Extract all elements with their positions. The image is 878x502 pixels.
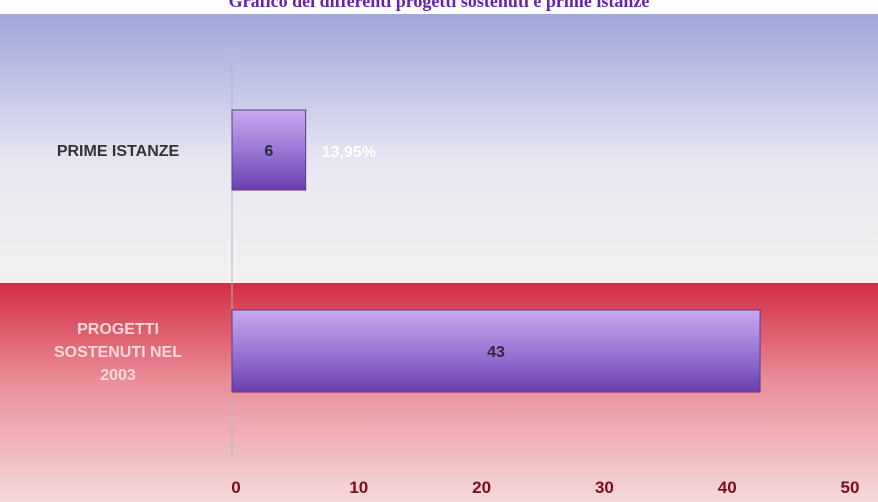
x-tick-label: 30 [595,478,614,497]
category-label-line: 2003 [100,367,136,384]
category-label-line: PRIME ISTANZE [57,143,180,160]
category-label-line: PROGETTI [77,321,159,338]
x-tick-label: 0 [231,478,240,497]
x-tick-label: 50 [841,478,860,497]
x-tick-label: 10 [349,478,368,497]
bar-percentage-annotation: 13,95% [322,144,376,161]
bar-value-label: 6 [264,143,273,160]
x-tick-label: 20 [472,478,491,497]
x-tick-label: 40 [718,478,737,497]
category-label: PRIME ISTANZE [57,143,180,160]
bar-value-label: 43 [487,344,505,361]
category-label-line: SOSTENUTI NEL [54,344,182,361]
